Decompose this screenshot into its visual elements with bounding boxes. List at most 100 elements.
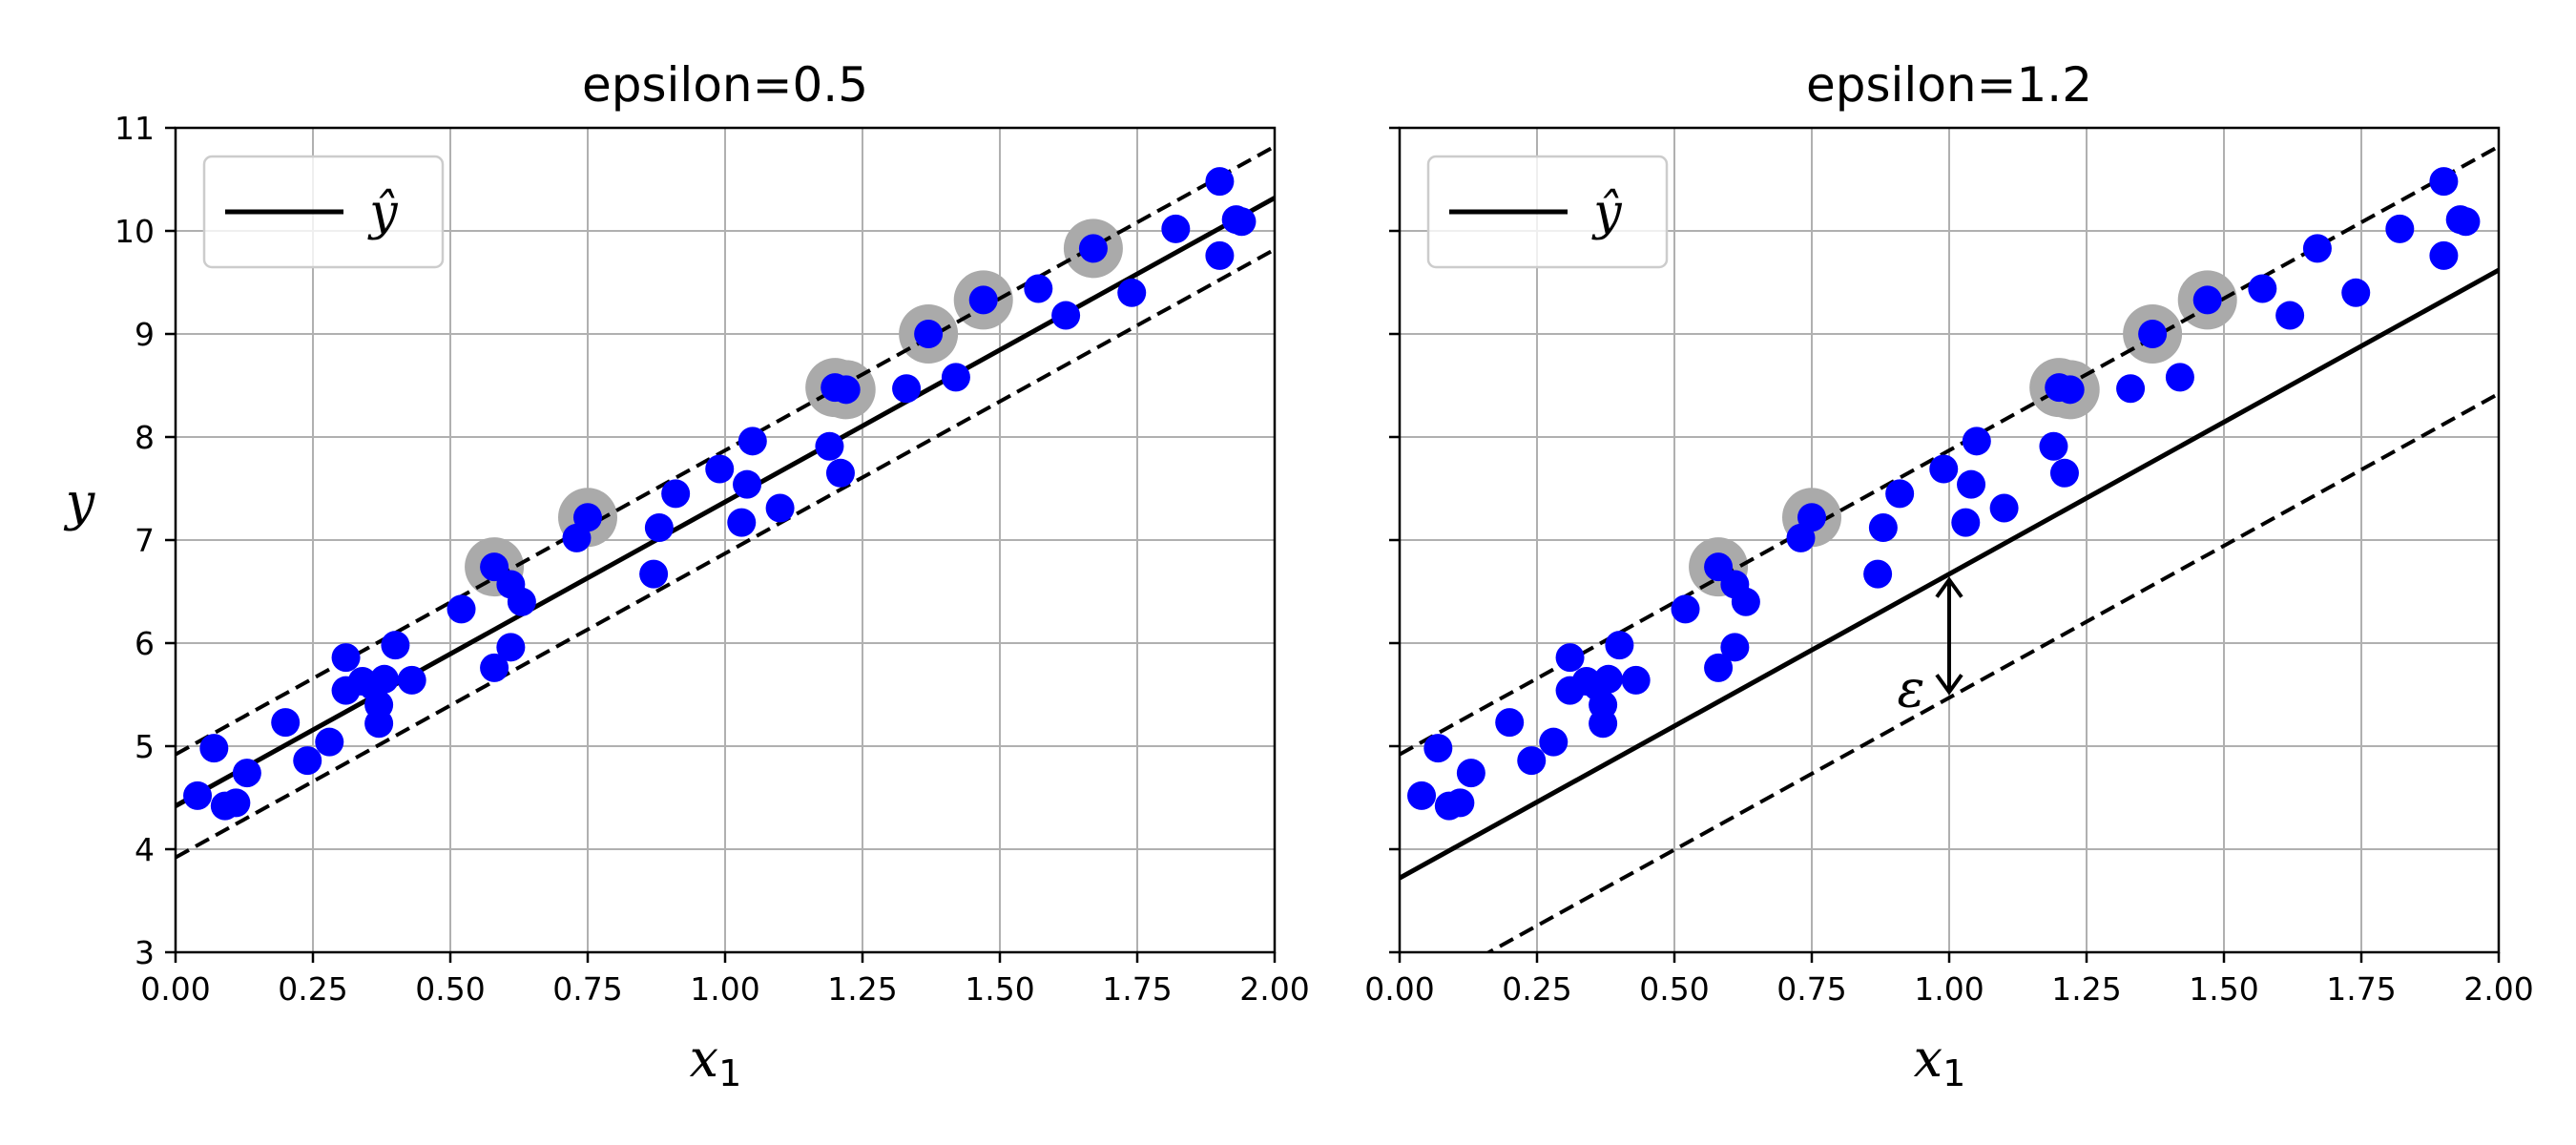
data-point	[1051, 301, 1081, 330]
data-point	[1456, 759, 1485, 788]
x-axis-label: x1	[1914, 1029, 1966, 1094]
plot-area	[1400, 144, 2499, 952]
x-tick-label: 0.50	[1639, 970, 1709, 1008]
data-point	[232, 759, 261, 788]
data-point	[1704, 653, 1734, 682]
data-point	[1161, 214, 1191, 243]
data-point	[815, 431, 844, 461]
data-point	[2385, 214, 2415, 243]
x-tick-label: 1.75	[1102, 970, 1172, 1008]
data-point	[1605, 631, 1634, 660]
data-point	[914, 320, 944, 348]
data-point	[1205, 167, 1235, 197]
data-point	[2116, 374, 2146, 404]
data-point	[1495, 708, 1525, 738]
data-point	[941, 363, 970, 392]
data-point	[221, 788, 251, 818]
data-point	[315, 727, 344, 757]
data-point	[1078, 234, 1108, 263]
data-point	[199, 734, 229, 763]
data-point	[1962, 427, 1991, 456]
y-tick-label: 11	[114, 110, 155, 147]
data-point	[507, 587, 536, 616]
data-point	[1555, 643, 1585, 673]
x-axis-label-main: x	[1914, 1029, 1942, 1089]
x-tick-label: 0.75	[552, 970, 622, 1008]
chart-panel-right: ε 0.00 0.25 0.50 0.75 1.00 1.25 1.50 1.75 2.00 eps…	[1364, 57, 2533, 1094]
x-tick-label: 0.75	[1776, 970, 1846, 1008]
data-point	[1517, 746, 1547, 776]
epsilon-arrow-head-down	[1935, 674, 1963, 696]
data-point	[397, 665, 426, 695]
chart-title: epsilon=1.2	[1806, 57, 2092, 113]
data-point	[364, 709, 394, 739]
x-tick-label: 0.00	[140, 970, 210, 1008]
x-tick-label: 1.50	[2189, 970, 2258, 1008]
data-point	[369, 664, 399, 694]
y-tick-label: 4	[135, 831, 155, 868]
epsilon-arrow-head-up	[1935, 576, 1963, 598]
data-point	[2429, 167, 2459, 197]
data-point	[2451, 207, 2481, 237]
data-point	[831, 375, 861, 405]
data-point	[293, 746, 322, 776]
data-point	[892, 374, 922, 404]
x-axis-label-main: x	[690, 1029, 718, 1089]
data-point	[737, 427, 767, 456]
data-point	[271, 708, 301, 738]
x-tick-label: 1.25	[827, 970, 897, 1008]
y-tick-label: 8	[135, 419, 155, 456]
data-point	[1117, 278, 1147, 307]
data-point	[2302, 234, 2332, 263]
data-point	[1951, 508, 1981, 537]
data-point	[331, 643, 361, 673]
data-point	[1929, 454, 1959, 484]
data-point	[1720, 633, 1750, 662]
data-point	[1423, 734, 1453, 763]
data-point	[2039, 431, 2068, 461]
data-point	[1989, 493, 2019, 523]
data-point	[765, 493, 795, 523]
data-point	[1024, 274, 1053, 303]
data-point	[639, 559, 669, 589]
data-point	[2049, 458, 2079, 488]
x-tick-label: 1.25	[2051, 970, 2121, 1008]
x-tick-label: 0.50	[415, 970, 485, 1008]
y-tick-label: 10	[114, 213, 155, 250]
legend: ŷ	[202, 155, 445, 269]
data-point	[1671, 594, 1700, 624]
x-tick-label: 0.25	[278, 970, 347, 1008]
prediction-line	[1400, 267, 2499, 881]
data-point	[2055, 375, 2085, 405]
data-point	[496, 633, 526, 662]
data-point	[2248, 274, 2277, 303]
legend: ŷ	[1426, 155, 1669, 269]
y-axis-label: y	[64, 471, 96, 531]
data-point	[1868, 513, 1898, 543]
y-tick-label: 3	[135, 934, 155, 971]
x-tick-label: 1.75	[2326, 970, 2396, 1008]
data-point	[573, 503, 602, 532]
data-point	[183, 781, 213, 810]
epsilon-arrow	[1935, 576, 1963, 696]
data-point	[1797, 503, 1826, 532]
x-axis-label-subscript: 1	[718, 1052, 741, 1094]
legend-label: ŷ	[1591, 184, 1622, 241]
x-axis-label: x1	[690, 1029, 742, 1094]
epsilon-annotation: ε	[1898, 659, 1925, 719]
data-point	[1589, 709, 1618, 739]
data-point	[825, 458, 855, 488]
data-point	[480, 653, 509, 682]
data-point	[381, 631, 410, 660]
chart-title: epsilon=0.5	[582, 57, 868, 113]
data-point	[2138, 320, 2168, 348]
y-tick-label: 5	[135, 728, 155, 765]
data-point	[1593, 664, 1623, 694]
x-tick-label: 1.50	[965, 970, 1034, 1008]
x-tick-label: 1.00	[690, 970, 759, 1008]
data-point	[1885, 479, 1915, 509]
data-point	[1205, 240, 1235, 270]
data-point	[1863, 559, 1893, 589]
data-point	[2165, 363, 2194, 392]
